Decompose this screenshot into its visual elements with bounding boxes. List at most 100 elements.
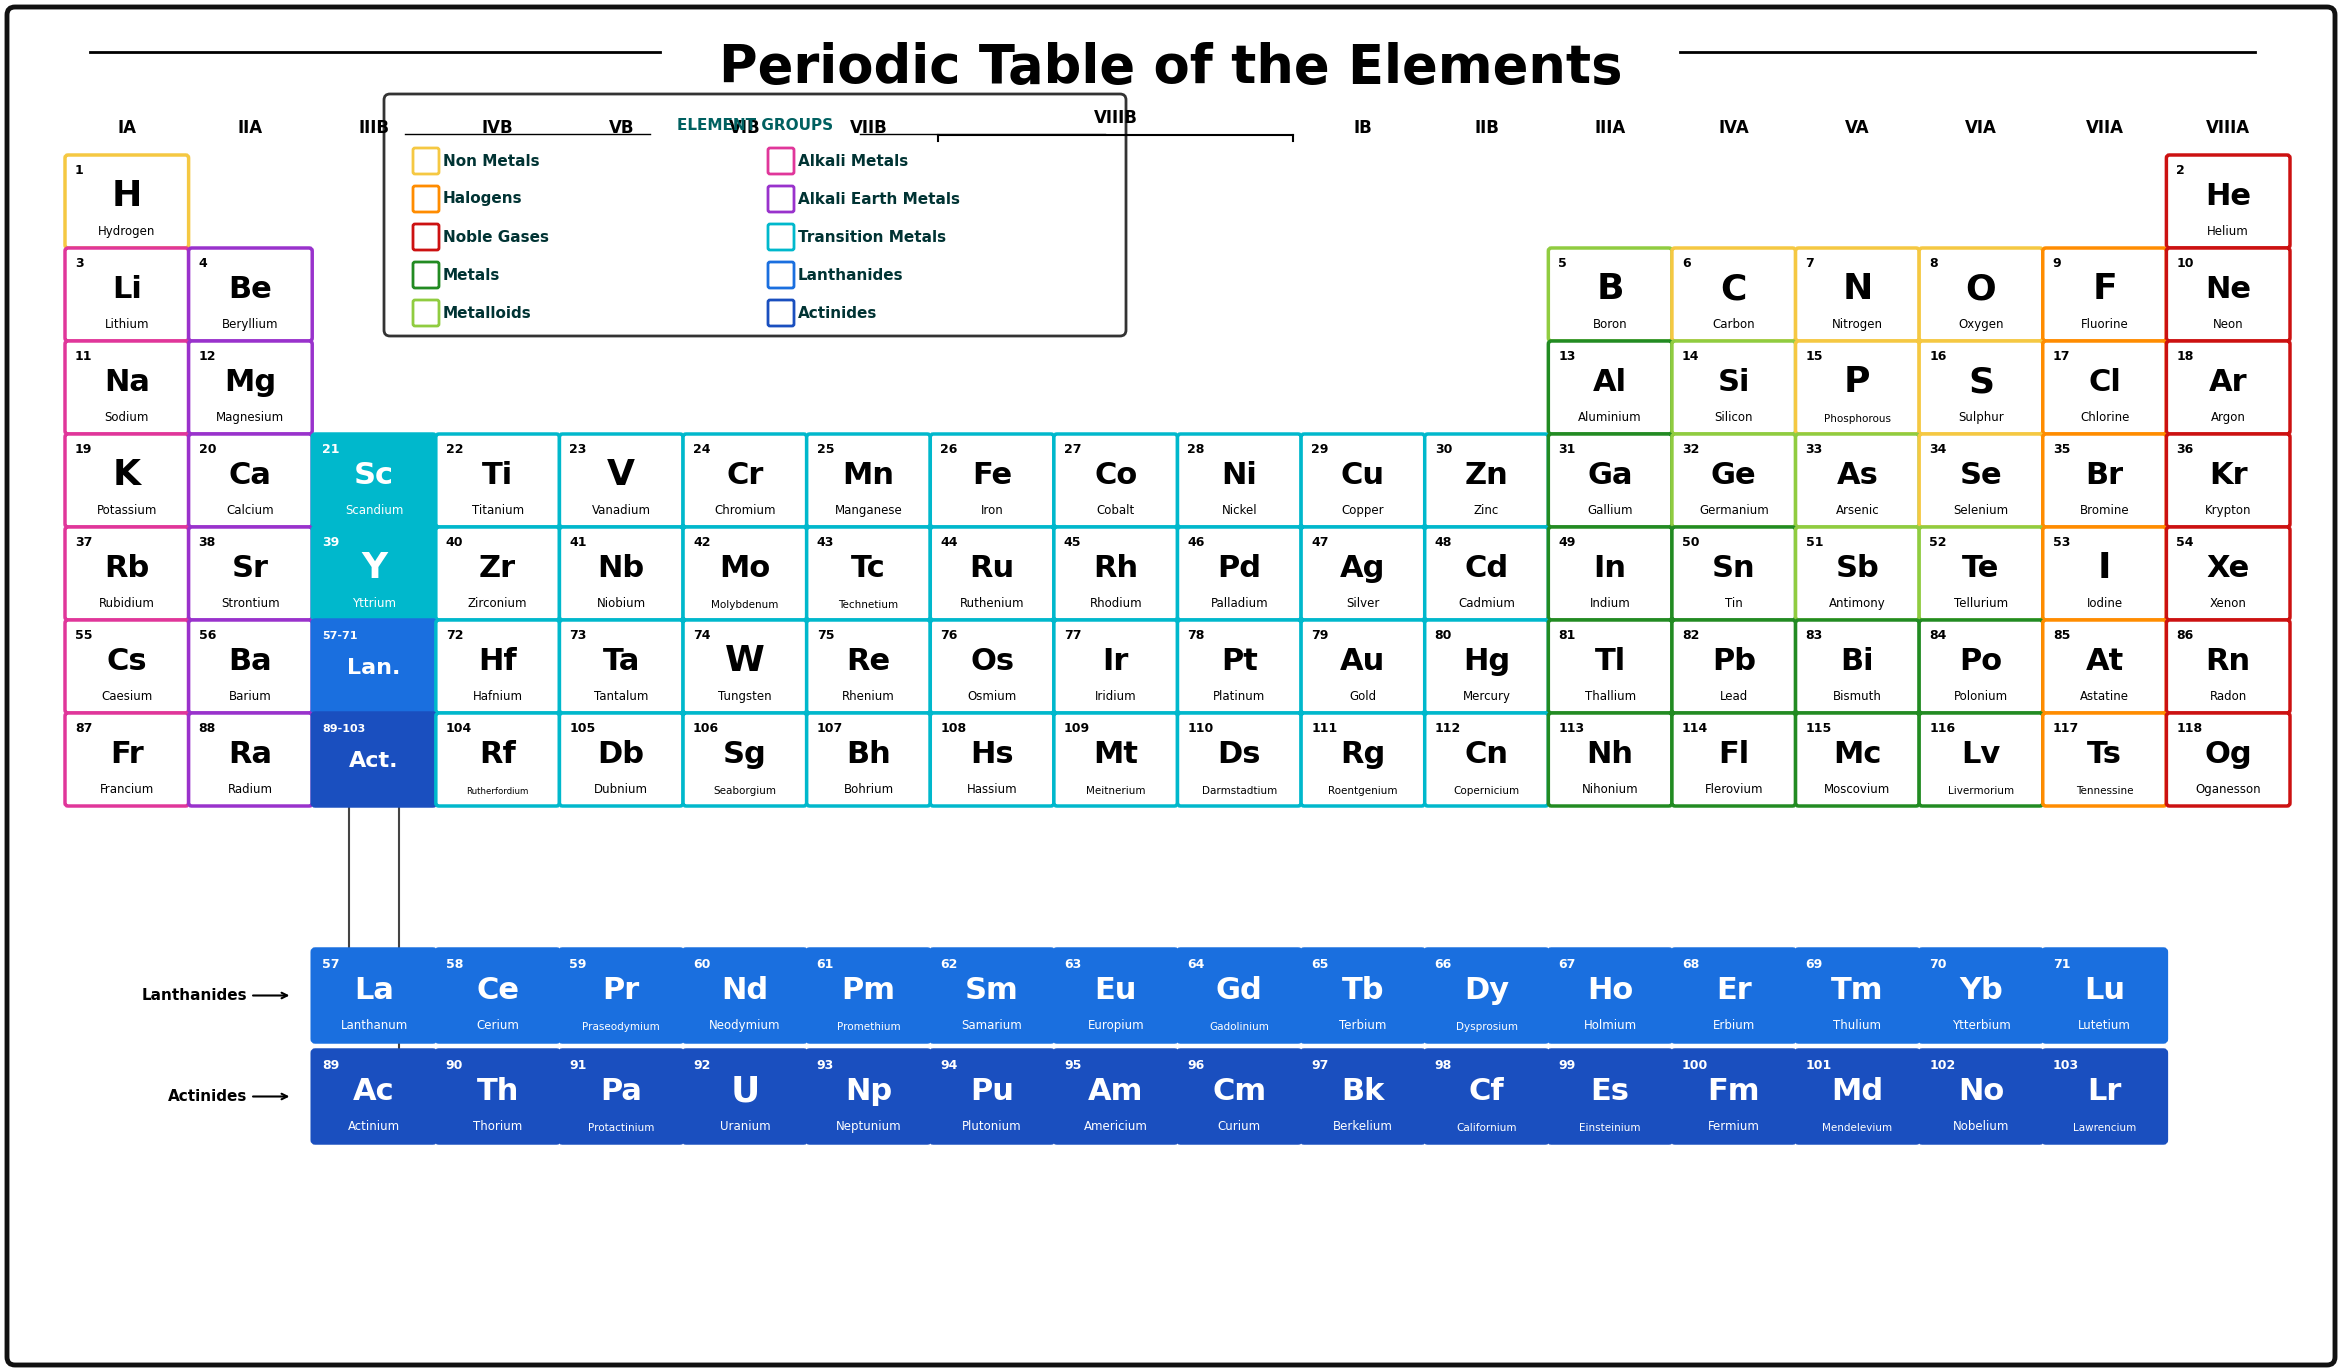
- Text: 57: 57: [323, 958, 340, 971]
- Text: Radium: Radium: [227, 783, 274, 796]
- Text: 114: 114: [1682, 722, 1707, 735]
- Text: Ruthenium: Ruthenium: [960, 597, 1023, 611]
- Text: 88: 88: [199, 722, 215, 735]
- Text: Uranium: Uranium: [719, 1120, 771, 1133]
- Text: 44: 44: [939, 536, 958, 549]
- Text: VIIIB: VIIIB: [1094, 108, 1138, 128]
- Text: 53: 53: [2054, 536, 2070, 549]
- Text: Thallium: Thallium: [1586, 690, 1635, 702]
- Text: Ba: Ba: [230, 646, 272, 676]
- FancyBboxPatch shape: [1548, 1050, 1672, 1143]
- FancyBboxPatch shape: [930, 1050, 1054, 1143]
- Text: Tennessine: Tennessine: [2075, 786, 2134, 796]
- FancyBboxPatch shape: [806, 527, 930, 620]
- Text: 85: 85: [2054, 628, 2070, 642]
- Text: Br: Br: [2084, 461, 2124, 490]
- Text: Zirconium: Zirconium: [468, 597, 527, 611]
- Text: 99: 99: [1557, 1059, 1576, 1072]
- Text: Cd: Cd: [1464, 554, 1508, 583]
- FancyBboxPatch shape: [1424, 527, 1548, 620]
- Text: Si: Si: [1717, 368, 1749, 397]
- FancyBboxPatch shape: [1918, 1050, 2042, 1143]
- Text: 75: 75: [817, 628, 834, 642]
- Text: 7: 7: [1806, 257, 1815, 270]
- Text: 56: 56: [199, 628, 215, 642]
- Text: 70: 70: [1930, 958, 1946, 971]
- Text: Pa: Pa: [600, 1077, 642, 1106]
- Text: Ru: Ru: [970, 554, 1014, 583]
- Text: Ds: Ds: [1218, 740, 1260, 768]
- FancyBboxPatch shape: [1548, 713, 1672, 805]
- Text: Re: Re: [845, 646, 890, 676]
- Text: B: B: [1597, 272, 1623, 306]
- Text: Nd: Nd: [721, 975, 768, 1004]
- FancyBboxPatch shape: [412, 224, 438, 250]
- Text: O: O: [1965, 272, 1995, 306]
- Text: 24: 24: [693, 443, 710, 456]
- Text: Na: Na: [103, 368, 150, 397]
- Text: Mg: Mg: [225, 368, 276, 397]
- Text: 21: 21: [323, 443, 340, 456]
- Text: Metals: Metals: [443, 268, 501, 283]
- FancyBboxPatch shape: [1796, 713, 1918, 805]
- FancyBboxPatch shape: [560, 949, 684, 1041]
- FancyBboxPatch shape: [66, 527, 190, 620]
- Text: Non Metals: Non Metals: [443, 154, 539, 169]
- Text: 58: 58: [445, 958, 464, 971]
- FancyBboxPatch shape: [560, 620, 684, 713]
- FancyBboxPatch shape: [1302, 620, 1424, 713]
- Text: 104: 104: [445, 722, 473, 735]
- Text: Zr: Zr: [480, 554, 515, 583]
- Text: Lithium: Lithium: [105, 318, 150, 331]
- Text: 19: 19: [75, 443, 91, 456]
- Text: Actinides: Actinides: [799, 306, 878, 321]
- Text: Antimony: Antimony: [1829, 597, 1885, 611]
- FancyBboxPatch shape: [1796, 434, 1918, 527]
- FancyBboxPatch shape: [1424, 713, 1548, 805]
- Text: 102: 102: [1930, 1059, 1956, 1072]
- Text: 16: 16: [1930, 350, 1946, 364]
- Text: Strontium: Strontium: [220, 597, 279, 611]
- Text: Ts: Ts: [2087, 740, 2122, 768]
- FancyBboxPatch shape: [684, 620, 806, 713]
- Text: Radon: Radon: [2209, 690, 2246, 702]
- FancyBboxPatch shape: [1548, 434, 1672, 527]
- FancyBboxPatch shape: [1918, 342, 2042, 434]
- FancyBboxPatch shape: [930, 949, 1054, 1041]
- Text: 51: 51: [1806, 536, 1822, 549]
- Text: 110: 110: [1187, 722, 1213, 735]
- FancyBboxPatch shape: [768, 148, 794, 174]
- Text: 100: 100: [1682, 1059, 1707, 1072]
- Text: 115: 115: [1806, 722, 1831, 735]
- Text: Tb: Tb: [1342, 975, 1384, 1004]
- Text: Einsteinium: Einsteinium: [1579, 1124, 1642, 1133]
- Text: Co: Co: [1094, 461, 1138, 490]
- FancyBboxPatch shape: [768, 262, 794, 288]
- Text: Copernicium: Copernicium: [1454, 786, 1520, 796]
- Text: 92: 92: [693, 1059, 710, 1072]
- Text: VIIB: VIIB: [850, 119, 888, 137]
- Text: Rf: Rf: [480, 740, 515, 768]
- Text: 36: 36: [2176, 443, 2194, 456]
- FancyBboxPatch shape: [560, 527, 684, 620]
- Text: 64: 64: [1187, 958, 1204, 971]
- Text: Be: Be: [230, 274, 272, 303]
- Text: Fl: Fl: [1719, 740, 1749, 768]
- Text: 9: 9: [2054, 257, 2061, 270]
- Text: 97: 97: [1312, 1059, 1328, 1072]
- Text: Potassium: Potassium: [96, 504, 157, 517]
- Text: 20: 20: [199, 443, 215, 456]
- Text: Zn: Zn: [1464, 461, 1508, 490]
- Text: 86: 86: [2176, 628, 2194, 642]
- Text: 93: 93: [817, 1059, 834, 1072]
- FancyBboxPatch shape: [684, 713, 806, 805]
- Text: Rn: Rn: [2206, 646, 2251, 676]
- Text: Ne: Ne: [2206, 274, 2251, 303]
- FancyBboxPatch shape: [560, 1050, 684, 1143]
- FancyBboxPatch shape: [1918, 248, 2042, 342]
- Text: Ti: Ti: [482, 461, 513, 490]
- Text: 31: 31: [1557, 443, 1576, 456]
- FancyBboxPatch shape: [2042, 434, 2166, 527]
- FancyBboxPatch shape: [806, 620, 930, 713]
- Text: Cn: Cn: [1464, 740, 1508, 768]
